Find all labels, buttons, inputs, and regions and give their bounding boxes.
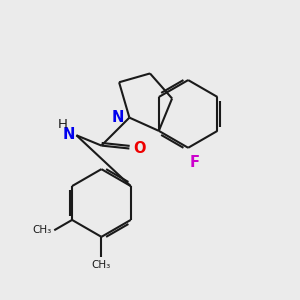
Text: N: N	[62, 127, 75, 142]
Text: CH₃: CH₃	[92, 260, 111, 270]
Text: F: F	[190, 155, 200, 170]
Text: CH₃: CH₃	[32, 225, 51, 235]
Text: N: N	[112, 110, 124, 125]
Text: O: O	[133, 141, 146, 156]
Text: H: H	[58, 118, 68, 131]
